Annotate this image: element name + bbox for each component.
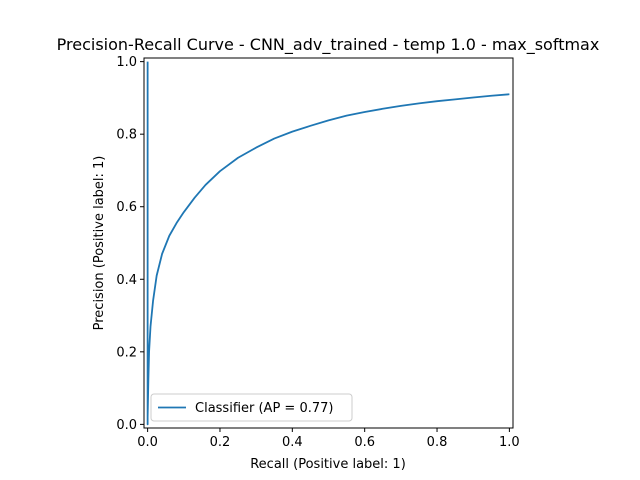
plot-area xyxy=(146,61,510,426)
x-axis-label: Recall (Positive label: 1) xyxy=(250,457,406,472)
y-tick-label: 1.0 xyxy=(116,55,137,70)
plot-frame xyxy=(143,57,514,429)
series-line xyxy=(146,61,510,426)
axis-ticks: 0.0 0.2 0.4 0.6 0.8 1.0 0.0 0.2 0.4 0.6 0.8 1.0 xyxy=(116,55,519,450)
y-tick-label: 0.2 xyxy=(116,345,137,360)
x-tick-label: 0.0 xyxy=(137,435,158,450)
x-tick-label: 0.2 xyxy=(210,435,231,450)
x-tick-label: 1.0 xyxy=(499,435,520,450)
x-tick-label: 0.6 xyxy=(354,435,375,450)
legend-label: Classifier (AP = 0.77) xyxy=(195,401,333,416)
legend: Classifier (AP = 0.77) xyxy=(150,393,353,422)
y-tick-label: 0.6 xyxy=(116,200,137,215)
x-tick-label: 0.8 xyxy=(427,435,448,450)
chart-title: Precision-Recall Curve - CNN_adv_trained… xyxy=(57,35,600,55)
y-tick-label: 0.8 xyxy=(116,128,137,143)
legend-box xyxy=(150,393,353,422)
x-tick-label: 0.4 xyxy=(282,435,303,450)
y-axis-label: Precision (Positive label: 1) xyxy=(92,156,107,331)
y-tick-label: 0.4 xyxy=(116,273,137,288)
y-tick-label: 0.0 xyxy=(116,418,137,433)
